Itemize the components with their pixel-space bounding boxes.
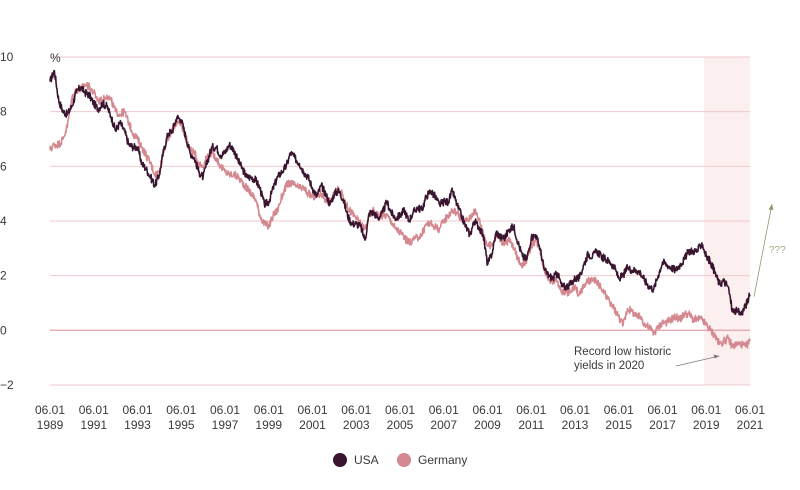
record-low-arrowhead — [713, 354, 720, 359]
x-tick-label-top: 06.01 — [560, 403, 590, 417]
x-tick-label-top: 06.01 — [341, 403, 371, 417]
grid-lines — [50, 56, 750, 386]
y-tick-label: 0 — [0, 323, 7, 337]
x-axis-tick-labels: 06.01198906.01199106.01199306.01199506.0… — [35, 403, 765, 432]
x-tick-label-year: 2005 — [387, 418, 414, 432]
x-tick-label-year: 2003 — [343, 418, 370, 432]
x-tick-label-year: 2001 — [299, 418, 326, 432]
y-tick-label: 2 — [0, 269, 7, 283]
y-tick-label: 4 — [0, 214, 7, 228]
series-line-usa — [49, 69, 751, 316]
x-tick-label-top: 06.01 — [122, 403, 152, 417]
outlook-arrow — [753, 203, 773, 297]
x-tick-label-year: 2009 — [474, 418, 501, 432]
x-tick-label-top: 06.01 — [472, 403, 502, 417]
x-tick-label-top: 06.01 — [166, 403, 196, 417]
y-unit-label: % — [50, 51, 61, 65]
x-tick-label-year: 2015 — [605, 418, 632, 432]
x-tick-label-top: 06.01 — [691, 403, 721, 417]
y-tick-label: 10 — [0, 50, 14, 64]
x-tick-label-top: 06.01 — [735, 403, 765, 417]
x-tick-label-year: 1989 — [37, 418, 64, 432]
x-tick-label-top: 06.01 — [647, 403, 677, 417]
legend: USA Germany — [333, 453, 467, 467]
x-tick-label-year: 2019 — [693, 418, 720, 432]
x-tick-label-year: 2021 — [737, 418, 764, 432]
legend-label-germany: Germany — [418, 453, 467, 467]
record-low-arrow — [675, 355, 720, 367]
y-tick-label: 6 — [0, 159, 7, 173]
legend-swatch-germany — [397, 453, 411, 467]
x-tick-label-top: 06.01 — [516, 403, 546, 417]
legend-label-usa: USA — [354, 453, 379, 467]
x-tick-label-top: 06.01 — [79, 403, 109, 417]
x-tick-label-top: 06.01 — [604, 403, 634, 417]
record-low-annotation-line-2: yields in 2020 — [574, 360, 644, 372]
x-tick-label-year: 1991 — [80, 418, 107, 432]
x-tick-label-year: 1999 — [255, 418, 282, 432]
x-tick-label-top: 06.01 — [35, 403, 65, 417]
x-tick-label-top: 06.01 — [210, 403, 240, 417]
series-lines — [49, 69, 751, 350]
x-tick-label-year: 1997 — [212, 418, 239, 432]
x-tick-label-year: 2017 — [649, 418, 676, 432]
x-tick-label-year: 1995 — [168, 418, 195, 432]
x-tick-label-top: 06.01 — [385, 403, 415, 417]
y-axis-tick-labels: 10 8 6 4 2 0 −2 — [0, 50, 14, 392]
record-low-annotation-line-1: Record low historic — [574, 346, 671, 358]
x-tick-label-top: 06.01 — [429, 403, 459, 417]
x-tick-label-top: 06.01 — [297, 403, 327, 417]
outlook-arrowhead — [768, 204, 774, 210]
outlook-question-marks: ??? — [769, 245, 786, 256]
annotations: Record low historic yields in 2020 ??? — [574, 203, 786, 372]
x-tick-label-year: 1993 — [124, 418, 151, 432]
x-tick-label-year: 2007 — [430, 418, 457, 432]
y-tick-label: 8 — [0, 105, 7, 119]
x-tick-label-year: 2011 — [518, 418, 544, 432]
y-tick-label: −2 — [0, 378, 14, 392]
x-tick-label-top: 06.01 — [254, 403, 284, 417]
x-tick-label-year: 2013 — [562, 418, 589, 432]
legend-swatch-usa — [333, 453, 347, 467]
